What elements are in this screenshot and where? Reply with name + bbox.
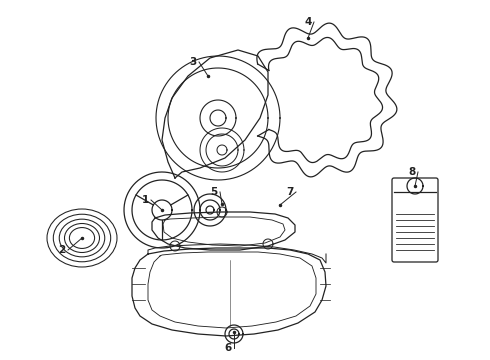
- Text: 6: 6: [224, 343, 232, 353]
- Text: 4: 4: [304, 17, 312, 27]
- Text: 5: 5: [210, 187, 218, 197]
- Text: 8: 8: [408, 167, 416, 177]
- Text: 2: 2: [58, 245, 66, 255]
- Text: 1: 1: [142, 195, 148, 205]
- Text: 7: 7: [286, 187, 294, 197]
- Text: 3: 3: [189, 57, 196, 67]
